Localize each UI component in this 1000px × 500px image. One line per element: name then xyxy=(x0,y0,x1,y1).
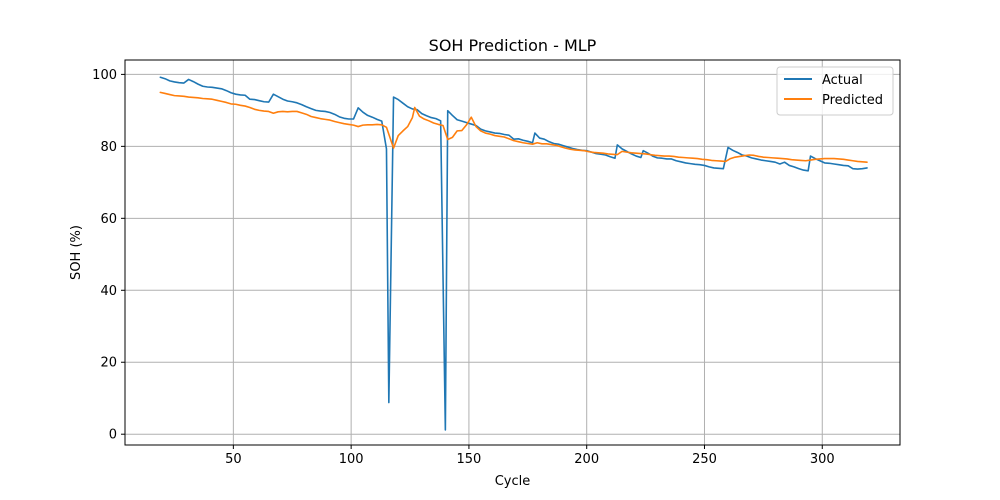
tick-layer: 50 100 150 200 250 300 0 20 40 60 80 100 xyxy=(92,68,835,467)
plot-frame xyxy=(124,59,901,446)
grid-layer xyxy=(125,60,900,445)
series-line-actual xyxy=(159,76,868,431)
y-tick-label: 40 xyxy=(100,284,117,299)
series-layer xyxy=(159,76,868,431)
legend-label-predicted: Predicted xyxy=(822,93,883,108)
x-tick-label: 300 xyxy=(810,452,835,467)
legend-label-actual: Actual xyxy=(822,73,863,88)
x-tick-label: 200 xyxy=(574,452,599,467)
y-axis-label: SOH (%) xyxy=(69,225,84,280)
x-tick-label: 250 xyxy=(692,452,717,467)
y-tick-label: 60 xyxy=(100,212,117,227)
x-tick-label: 100 xyxy=(339,452,364,467)
legend: Actual Predicted xyxy=(776,66,894,116)
x-axis-label: Cycle xyxy=(495,474,531,489)
x-tick-label: 150 xyxy=(457,452,482,467)
series-line-predicted xyxy=(159,91,868,163)
y-tick-label: 80 xyxy=(100,140,117,155)
chart-title: SOH Prediction - MLP xyxy=(429,36,597,55)
y-tick-label: 100 xyxy=(92,68,117,83)
x-tick-label: 50 xyxy=(225,452,242,467)
y-tick-label: 20 xyxy=(100,356,117,371)
y-tick-label: 0 xyxy=(109,428,117,443)
